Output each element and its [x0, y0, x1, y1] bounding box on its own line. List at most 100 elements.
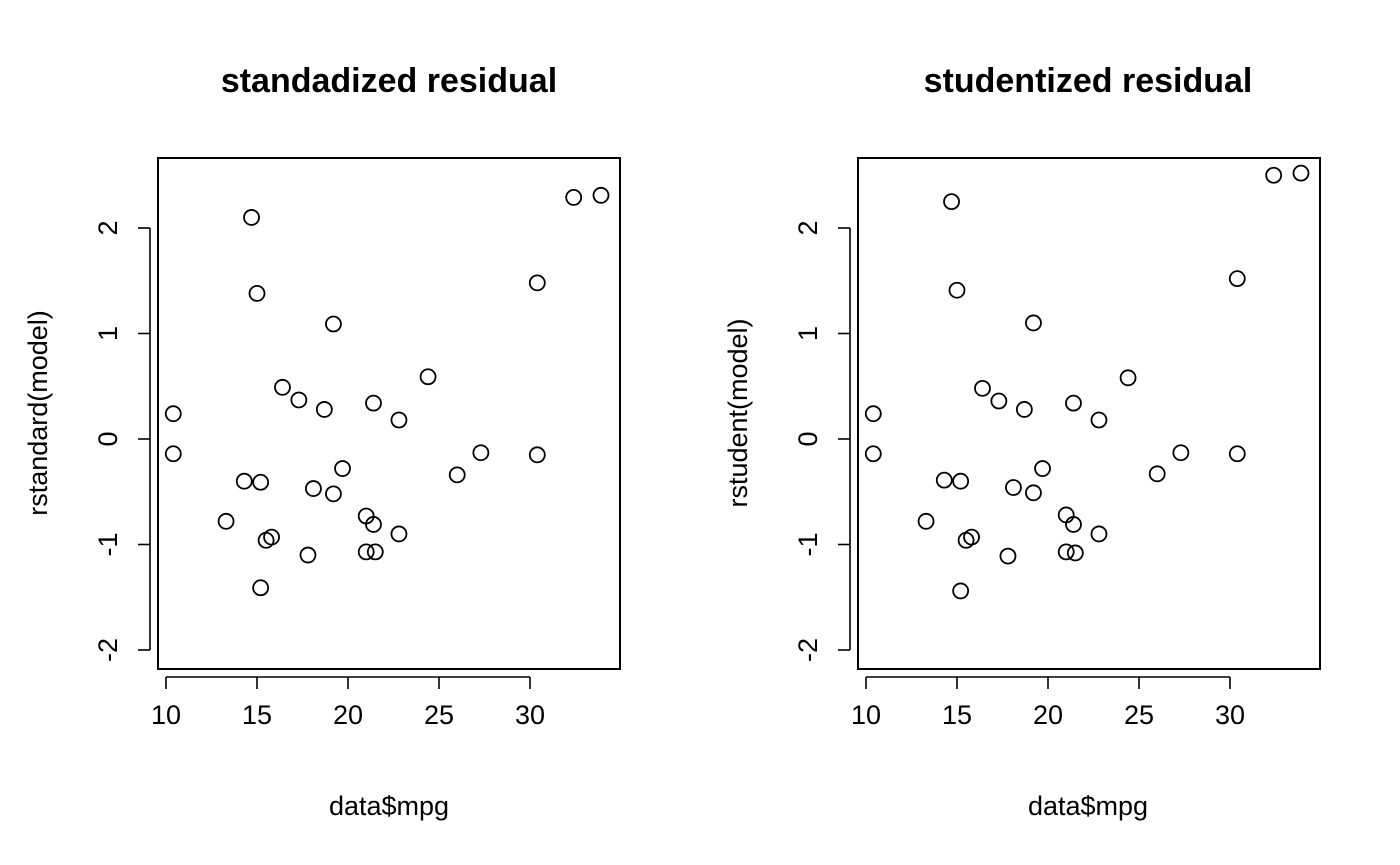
data-point [252, 473, 270, 491]
x-tick-label: 15 [942, 700, 972, 730]
data-point [917, 512, 935, 530]
x-tick-label: 30 [1215, 700, 1245, 730]
x-tick-label: 30 [515, 700, 545, 730]
data-point [1057, 543, 1075, 561]
data-point [1034, 460, 1051, 477]
data-point [990, 392, 1008, 410]
plot-frame [857, 157, 1321, 670]
data-point [448, 466, 466, 484]
data-point [217, 512, 235, 530]
y-axis: -2 -1 0 1 2 [93, 220, 151, 662]
data-point [943, 193, 960, 211]
data-point [325, 485, 342, 503]
y-tick-label: 0 [93, 431, 123, 446]
data-point [1025, 314, 1042, 332]
y-tick-label: -2 [793, 638, 823, 662]
data-point [365, 516, 382, 533]
data-point [1065, 394, 1082, 412]
y-tick-label: 1 [93, 326, 123, 341]
chart-title: standadized residual [221, 62, 557, 100]
data-point [315, 401, 333, 418]
data-point [248, 285, 266, 302]
y-tick-label: -1 [93, 532, 123, 556]
y-tick-label: 2 [793, 220, 823, 235]
data-point [974, 379, 991, 397]
data-point [235, 472, 253, 490]
x-tick-label: 20 [1033, 700, 1063, 730]
x-tick-label: 25 [424, 700, 454, 730]
data-point [252, 579, 270, 597]
data-point [365, 394, 382, 412]
y-axis-label: rstudent(model) [723, 318, 753, 507]
data-point [1025, 484, 1042, 502]
panel-standardized-residual: standadized residual data$mpg rstandard(… [23, 62, 621, 821]
data-point [390, 525, 408, 543]
panel-studentized-residual: studentized residual data$mpg rstudent(m… [723, 62, 1321, 821]
data-point [257, 531, 275, 549]
data-point [565, 189, 583, 206]
chart-title: studentized residual [924, 62, 1253, 100]
data-point [243, 209, 260, 226]
data-point [952, 582, 970, 600]
x-tick-label: 15 [242, 700, 272, 730]
data-point [1148, 465, 1166, 483]
x-axis: 10 15 20 25 30 [151, 676, 545, 730]
y-axis-label: rstandard(model) [23, 310, 53, 516]
x-tick-label: 25 [1124, 700, 1154, 730]
y-axis: -2 -1 0 1 2 [793, 220, 851, 662]
data-point [963, 528, 980, 546]
data-point [948, 281, 966, 299]
data-point [1057, 506, 1075, 524]
data-point [1119, 369, 1137, 387]
data-point [935, 471, 953, 489]
x-tick-label: 10 [151, 700, 181, 730]
y-tick-label: -2 [93, 638, 123, 662]
y-tick-label: 0 [793, 431, 823, 446]
data-point [528, 446, 546, 464]
data-point [390, 411, 408, 429]
data-point [325, 315, 342, 333]
data-point [864, 405, 882, 423]
data-point [299, 546, 317, 564]
data-point [1090, 525, 1108, 543]
y-tick-label: -1 [793, 532, 823, 556]
x-tick-label: 20 [333, 700, 363, 730]
data-point [305, 480, 322, 497]
data-point [274, 378, 291, 396]
data-points [164, 186, 610, 597]
data-point [164, 405, 182, 423]
data-point [592, 186, 610, 204]
data-point [999, 547, 1017, 565]
data-point [472, 444, 490, 462]
data-point [334, 460, 351, 477]
data-point [528, 274, 546, 292]
data-point [1265, 166, 1283, 184]
y-tick-label: 2 [93, 220, 123, 235]
data-point [290, 391, 308, 409]
x-axis: 10 15 20 25 30 [851, 676, 1245, 730]
plot-frame [157, 157, 621, 670]
data-point [864, 445, 882, 463]
data-point [357, 543, 375, 561]
x-axis-label: data$mpg [1028, 791, 1148, 821]
data-point [1292, 164, 1310, 182]
data-point [1172, 444, 1190, 462]
data-point [1066, 544, 1084, 562]
data-point [419, 368, 437, 386]
data-point [263, 528, 280, 546]
data-point [1228, 445, 1246, 463]
x-tick-label: 10 [851, 700, 881, 730]
data-point [1015, 401, 1033, 418]
data-point [366, 543, 384, 561]
data-point [164, 445, 182, 463]
data-point [1228, 270, 1246, 288]
data-point [1065, 516, 1082, 533]
data-point [1005, 479, 1022, 496]
data-point [1090, 411, 1108, 429]
y-tick-label: 1 [793, 326, 823, 341]
data-point [957, 531, 975, 549]
x-axis-label: data$mpg [329, 791, 449, 821]
data-points [864, 164, 1310, 600]
data-point [952, 472, 970, 490]
